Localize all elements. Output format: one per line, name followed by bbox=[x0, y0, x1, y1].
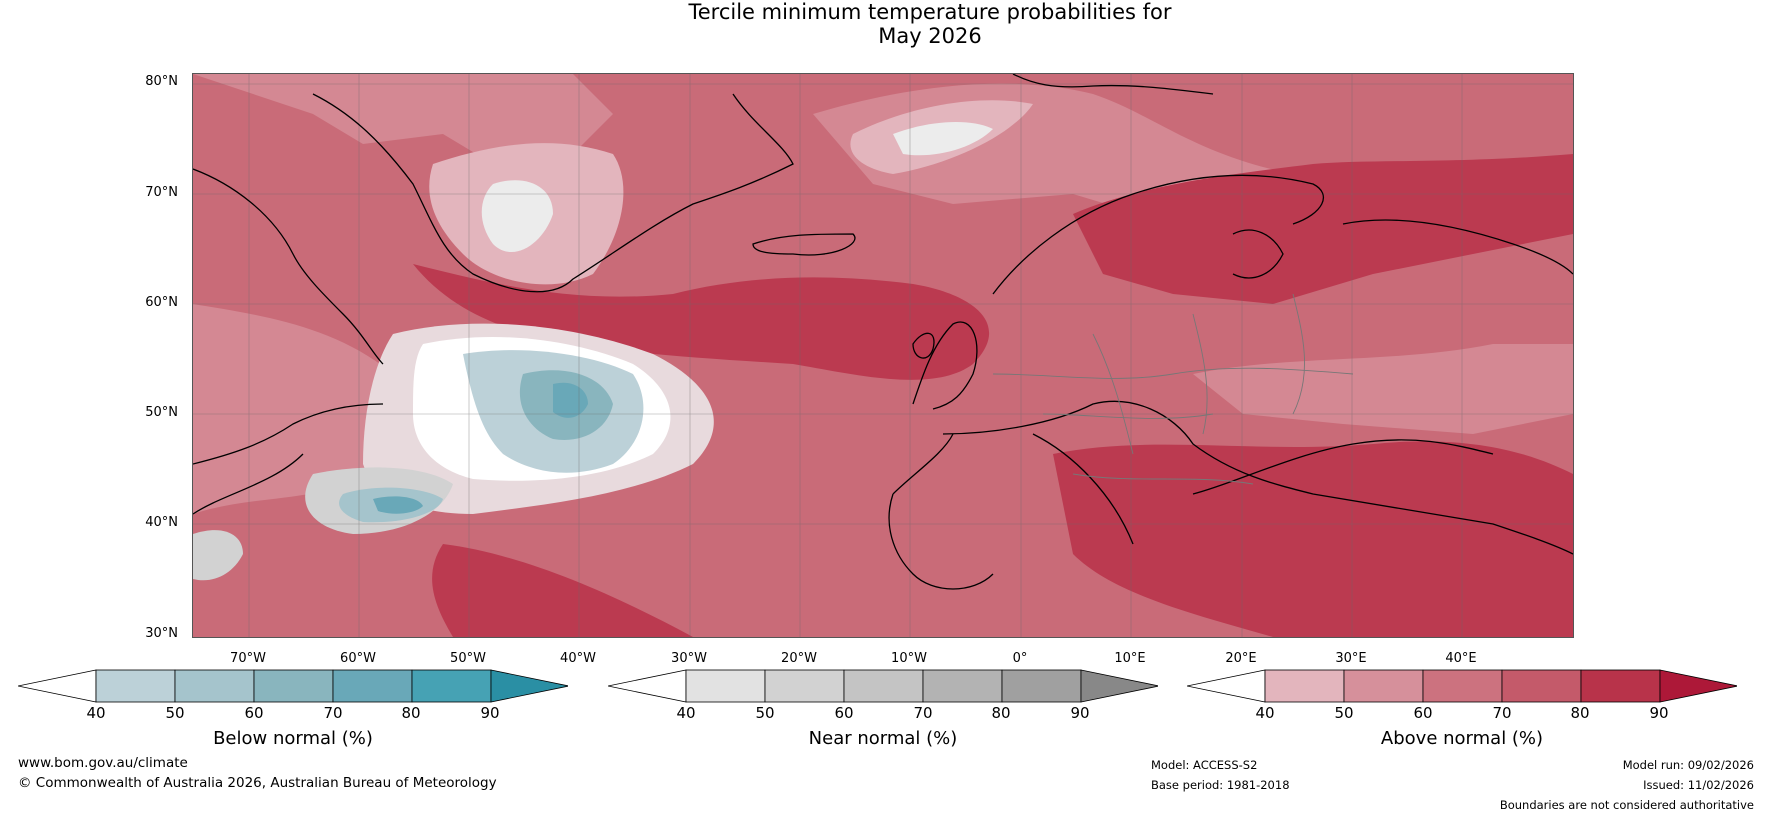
lon-label: 40°E bbox=[1445, 651, 1477, 666]
base-period-text: Base period: 1981-2018 bbox=[1151, 778, 1290, 792]
coastlines bbox=[193, 74, 1573, 590]
colorbar-tick: 80 bbox=[1570, 704, 1590, 722]
colorbar-segment bbox=[1264, 669, 1345, 703]
colorbar-segment bbox=[685, 669, 766, 703]
colorbar-segment bbox=[411, 669, 492, 703]
model-text: Model: ACCESS-S2 bbox=[1151, 758, 1258, 772]
colorbar-extend-high bbox=[490, 669, 568, 703]
above-normal-region bbox=[1193, 344, 1573, 434]
lon-label: 0° bbox=[1012, 651, 1028, 666]
colorbar-segment bbox=[174, 669, 255, 703]
borders bbox=[992, 293, 1354, 485]
colorbar-title: Above normal (%) bbox=[1380, 728, 1544, 749]
lon-label: 50°W bbox=[450, 651, 486, 666]
lon-label: 30°W bbox=[671, 651, 707, 666]
colorbar-segment bbox=[332, 669, 413, 703]
probability-map bbox=[192, 73, 1574, 638]
lon-label: 20°E bbox=[1225, 651, 1257, 666]
website-link[interactable]: www.bom.gov.au/climate bbox=[18, 755, 188, 771]
lon-label: 10°E bbox=[1114, 651, 1146, 666]
colorbar-above-normal: 40 50 60 70 80 90 Above normal (%) bbox=[1187, 668, 1737, 758]
colorbar-extend-low bbox=[18, 669, 97, 703]
colorbar-tick: 60 bbox=[1413, 704, 1433, 722]
lon-label: 20°W bbox=[781, 651, 817, 666]
colorbar-tick: 90 bbox=[1070, 704, 1090, 722]
lat-label: 80°N bbox=[145, 74, 178, 89]
colorbar-segment bbox=[253, 669, 334, 703]
lat-label: 70°N bbox=[145, 185, 178, 200]
colorbar-near-normal: 40 50 60 70 80 90 Near normal (%) bbox=[608, 668, 1158, 758]
colorbar-title: Near normal (%) bbox=[808, 728, 958, 749]
lat-label: 30°N bbox=[145, 626, 178, 641]
colorbar-segment bbox=[764, 669, 845, 703]
colorbar-segment bbox=[95, 669, 176, 703]
colorbar-segment bbox=[1343, 669, 1424, 703]
near-normal-region bbox=[481, 180, 553, 253]
copyright-text: © Commonwealth of Australia 2026, Austra… bbox=[18, 775, 497, 791]
above-normal-region bbox=[413, 264, 990, 380]
colorbar-tick: 70 bbox=[913, 704, 933, 722]
near-normal-region bbox=[193, 530, 243, 581]
lon-label: 30°E bbox=[1335, 651, 1367, 666]
above-normal-region bbox=[193, 304, 415, 514]
disclaimer-text: Boundaries are not considered authoritat… bbox=[1499, 798, 1754, 812]
colorbar-tick: 50 bbox=[755, 704, 775, 722]
lon-label: 60°W bbox=[340, 651, 376, 666]
near-normal-region bbox=[893, 122, 993, 156]
colorbar-extend-high bbox=[1080, 669, 1158, 703]
colorbar-extend-high bbox=[1659, 669, 1737, 703]
lon-label: 70°W bbox=[230, 651, 266, 666]
lat-label: 60°N bbox=[145, 295, 178, 310]
lon-label: 40°W bbox=[560, 651, 596, 666]
title-line-1: Tercile minimum temperature probabilitie… bbox=[688, 0, 1172, 24]
colorbar-segment bbox=[1001, 669, 1082, 703]
colorbar-extend-low bbox=[608, 669, 687, 703]
below-normal-region bbox=[373, 496, 423, 514]
map-canvas bbox=[193, 74, 1573, 637]
colorbar-segment bbox=[922, 669, 1003, 703]
above-normal-region bbox=[1073, 154, 1573, 304]
colorbar-tick: 70 bbox=[323, 704, 343, 722]
colorbar-tick: 50 bbox=[165, 704, 185, 722]
colorbar-tick: 80 bbox=[991, 704, 1011, 722]
model-run-text: Model run: 09/02/2026 bbox=[1622, 758, 1754, 772]
colorbar-tick: 90 bbox=[480, 704, 500, 722]
lat-label: 50°N bbox=[145, 405, 178, 420]
lat-label: 40°N bbox=[145, 515, 178, 530]
colorbar-segment bbox=[1580, 669, 1661, 703]
colorbar-tick: 80 bbox=[401, 704, 421, 722]
colorbar-tick: 60 bbox=[834, 704, 854, 722]
lon-label: 10°W bbox=[891, 651, 927, 666]
above-normal-region bbox=[432, 544, 693, 637]
colorbar-tick: 70 bbox=[1492, 704, 1512, 722]
colorbar-tick: 60 bbox=[244, 704, 264, 722]
chart-title: Tercile minimum temperature probabilitie… bbox=[0, 0, 1770, 48]
colorbar-segment bbox=[1501, 669, 1582, 703]
issued-text: Issued: 11/02/2026 bbox=[1643, 778, 1754, 792]
colorbar-title: Below normal (%) bbox=[213, 728, 373, 749]
title-line-2: May 2026 bbox=[878, 24, 982, 48]
colorbar-below-normal: 40 50 60 70 80 90 Below normal (%) bbox=[18, 668, 568, 758]
colorbar-extend-low bbox=[1187, 669, 1266, 703]
colorbar-segment bbox=[843, 669, 924, 703]
colorbar-tick: 40 bbox=[86, 704, 106, 722]
colorbar-segment bbox=[1422, 669, 1503, 703]
colorbar-below-graphic bbox=[18, 669, 568, 703]
colorbar-tick: 40 bbox=[1255, 704, 1275, 722]
colorbar-above-graphic bbox=[1187, 669, 1737, 703]
graticule bbox=[193, 74, 1573, 637]
colorbar-tick: 90 bbox=[1649, 704, 1669, 722]
colorbar-tick: 40 bbox=[676, 704, 696, 722]
colorbar-near-graphic bbox=[608, 669, 1158, 703]
above-normal-region bbox=[1053, 441, 1573, 637]
colorbar-tick: 50 bbox=[1334, 704, 1354, 722]
above-normal-region bbox=[193, 74, 613, 164]
